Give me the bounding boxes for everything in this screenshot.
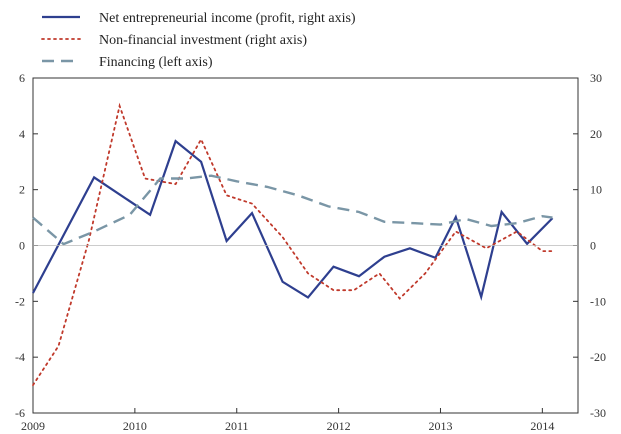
right-axis-tick-label: -20 [590,350,606,364]
right-axis-tick-label: 30 [590,71,602,85]
x-axis-tick-label: 2014 [530,419,554,433]
right-axis-tick-label: -10 [590,294,606,308]
series-line-1 [32,139,554,301]
legend-label-3: Financing (left axis) [99,55,213,70]
left-axis-tick-label: 6 [19,71,25,85]
x-axis-tick-label: 2009 [21,419,45,433]
x-axis-tick-label: 2012 [327,419,351,433]
x-axis-tick-label: 2011 [225,419,249,433]
legend-label-1: Net entrepreneurial income (profit, righ… [99,11,356,26]
left-axis-tick-label: 0 [19,239,25,253]
series-layer [32,102,554,387]
series-line-3 [32,174,553,246]
right-axis-tick-label: 20 [590,127,602,141]
left-axis-tick-label: -2 [15,294,25,308]
legend-label-2: Non-financial investment (right axis) [99,33,307,48]
left-axis-tick-label: -6 [15,406,25,420]
right-axis-tick-label: -30 [590,406,606,420]
left-axis-tick-label: 2 [19,183,25,197]
x-axis-tick-label: 2010 [123,419,147,433]
left-axis-tick-label: 4 [19,127,25,141]
legend: Net entrepreneurial income (profit, righ… [41,11,356,70]
left-axis-tick-label: -4 [15,350,25,364]
x-axis-tick-label: 2013 [428,419,452,433]
right-axis-tick-label: 0 [590,239,596,253]
right-axis-tick-label: 10 [590,183,602,197]
